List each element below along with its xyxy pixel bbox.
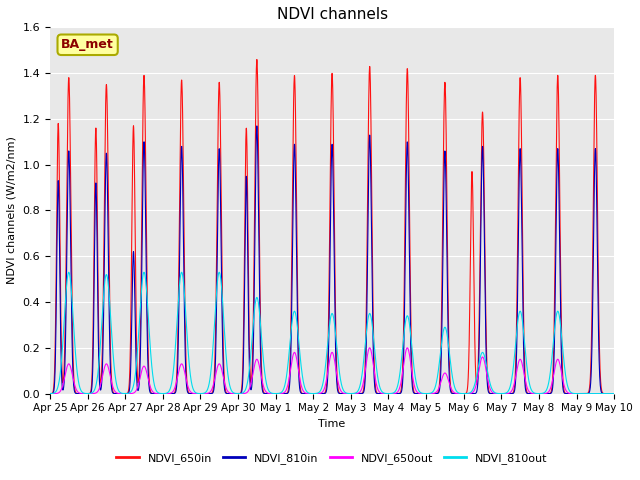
NDVI_650in xyxy=(111,391,118,396)
NDVI_650out xyxy=(611,391,618,396)
NDVI_650in xyxy=(600,391,607,396)
NDVI_650in xyxy=(46,391,54,396)
NDVI_650out xyxy=(403,345,411,351)
NDVI_650out xyxy=(600,391,607,396)
NDVI_810out xyxy=(287,330,295,336)
NDVI_650out xyxy=(539,391,547,396)
NDVI_810out xyxy=(600,391,607,396)
NDVI_650out xyxy=(46,391,54,396)
NDVI_810in xyxy=(611,391,618,396)
NDVI_650out xyxy=(111,387,118,393)
NDVI_810in xyxy=(262,391,270,396)
Line: NDVI_810in: NDVI_810in xyxy=(50,126,614,394)
NDVI_650in xyxy=(611,391,618,396)
NDVI_650in xyxy=(539,391,547,396)
NDVI_810in xyxy=(46,391,54,396)
NDVI_650in xyxy=(287,314,295,320)
NDVI_650out xyxy=(287,365,294,371)
Title: NDVI channels: NDVI channels xyxy=(276,7,388,22)
NDVI_650in xyxy=(253,57,260,62)
NDVI_810in xyxy=(144,358,152,363)
NDVI_810in xyxy=(111,391,118,396)
NDVI_810out xyxy=(111,367,118,373)
NDVI_810in xyxy=(287,346,295,352)
NDVI_810in xyxy=(539,391,547,396)
NDVI_810out xyxy=(46,391,54,396)
NDVI_810in xyxy=(600,391,607,396)
Legend: NDVI_650in, NDVI_810in, NDVI_650out, NDVI_810out: NDVI_650in, NDVI_810in, NDVI_650out, NDV… xyxy=(112,449,552,468)
Text: BA_met: BA_met xyxy=(61,38,114,51)
NDVI_810out xyxy=(262,381,270,387)
Y-axis label: NDVI channels (W/m2/nm): NDVI channels (W/m2/nm) xyxy=(7,136,17,284)
NDVI_810in xyxy=(253,123,260,129)
Line: NDVI_810out: NDVI_810out xyxy=(50,272,614,394)
NDVI_810out xyxy=(65,269,72,275)
NDVI_810out xyxy=(611,391,618,396)
NDVI_810out xyxy=(539,390,547,396)
Line: NDVI_650in: NDVI_650in xyxy=(50,60,614,394)
NDVI_650out xyxy=(262,389,270,395)
NDVI_650in xyxy=(262,391,270,396)
X-axis label: Time: Time xyxy=(319,419,346,429)
NDVI_650out xyxy=(144,374,152,380)
Line: NDVI_650out: NDVI_650out xyxy=(50,348,614,394)
NDVI_650in xyxy=(144,332,152,337)
NDVI_810out xyxy=(144,309,152,314)
